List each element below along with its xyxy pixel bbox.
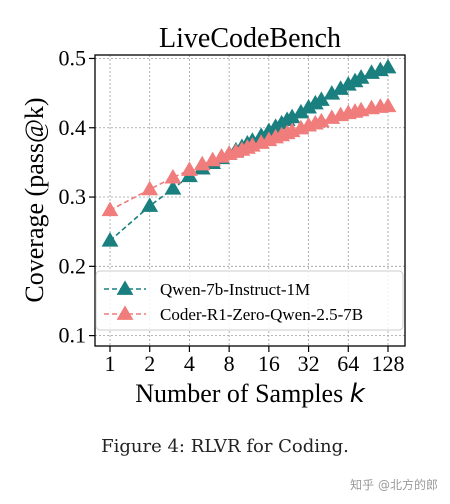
x-tick-label: 8 [224, 351, 235, 376]
data-point-series-0 [379, 58, 397, 74]
legend-marker [116, 305, 134, 320]
data-point-series-0 [101, 232, 119, 247]
x-tick-label: 2 [144, 351, 155, 376]
x-tick-label: 32 [298, 351, 320, 376]
y-tick-label: 0.4 [59, 115, 87, 140]
data-point-series-0 [332, 80, 350, 95]
y-axis-label: Coverage (pass@k) [20, 97, 49, 302]
legend-label: Qwen-7b-Instruct-1M [160, 280, 310, 299]
data-point-series-0 [292, 103, 310, 119]
ticks [89, 57, 389, 352]
x-tick-label: 16 [258, 351, 280, 376]
data-point-series-1 [193, 155, 211, 171]
tick-labels: 1 2 4 8 16 32 64 128 0.1 0.2 0.3 0.4 0.5 [59, 45, 405, 376]
data-point-series-0 [164, 180, 182, 195]
chart-title: LiveCodeBench [159, 23, 341, 54]
y-tick-label: 0.3 [59, 184, 87, 209]
data-point-series-1 [164, 168, 182, 184]
x-axis-label-var: k [350, 379, 366, 409]
x-axis-label: Number of Samples k [135, 379, 365, 409]
y-tick-label: 0.5 [59, 45, 87, 70]
x-tick-label: 1 [105, 351, 116, 376]
legend-marker [116, 280, 134, 295]
data-point-series-0 [141, 197, 159, 212]
data-point-series-0 [283, 108, 301, 124]
legend-label: Coder-R1-Zero-Qwen-2.5-7B [160, 305, 363, 324]
data-point-series-1 [181, 161, 198, 176]
data-markers [101, 58, 397, 247]
data-point-series-0 [312, 91, 330, 106]
plot-frame [94, 54, 406, 347]
chart-svg: LiveCodeBench 1 2 4 8 16 32 64 128 0.1 0.2 0.3 0.4 0… [20, 23, 406, 409]
x-axis-label-main: Number of Samples [135, 379, 349, 408]
watermark: 知乎 @北方的郎 [350, 478, 438, 492]
data-point-series-0 [300, 98, 317, 114]
y-tick-label: 0.2 [59, 253, 87, 278]
x-tick-label: 64 [337, 351, 359, 376]
legend-box [95, 270, 404, 331]
figure-caption: Figure 4: RLVR for Coding. [101, 436, 349, 457]
y-tick-label: 0.1 [59, 323, 87, 348]
legend: Qwen-7b-Instruct-1M Coder-R1-Zero-Qwen-2.… [95, 270, 404, 331]
x-tick-label: 4 [184, 351, 195, 376]
data-point-series-0 [323, 85, 341, 100]
data-point-series-1 [379, 97, 397, 113]
data-point-series-1 [101, 201, 119, 217]
x-tick-label: 128 [372, 351, 405, 376]
data-point-series-0 [352, 69, 370, 84]
data-point-series-1 [141, 180, 159, 196]
